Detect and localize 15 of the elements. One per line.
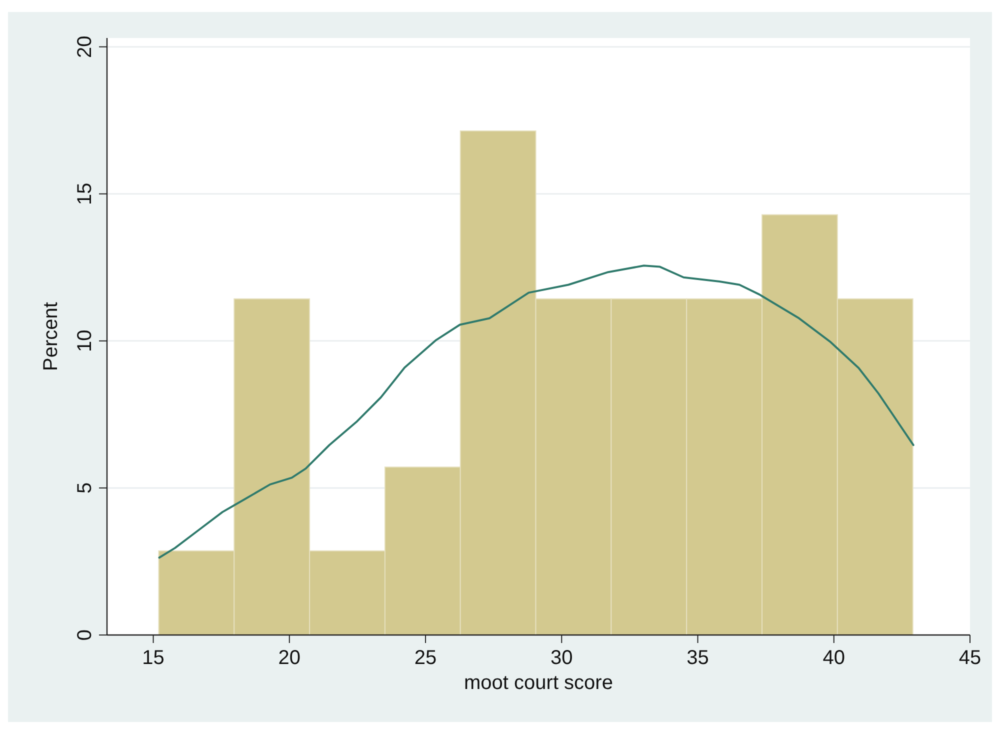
x-tick-label: 30 xyxy=(550,647,573,669)
line-series xyxy=(158,264,914,559)
y-tick-label: 0 xyxy=(74,629,96,641)
y-tick-label: 20 xyxy=(74,36,96,58)
y-tick-label: 10 xyxy=(74,330,96,352)
y-axis-title: Percent xyxy=(40,302,62,371)
x-tick-label: 20 xyxy=(278,647,301,669)
y-tick-label: 5 xyxy=(74,482,96,494)
x-tick-label: 15 xyxy=(142,647,164,669)
y-tick-label: 15 xyxy=(74,182,96,205)
x-tick-label: 35 xyxy=(686,647,709,669)
x-axis-title: moot court score xyxy=(464,672,613,694)
x-tick-label: 45 xyxy=(958,647,982,669)
x-tick-label: 25 xyxy=(414,647,437,669)
x-tick-label: 40 xyxy=(822,647,846,669)
